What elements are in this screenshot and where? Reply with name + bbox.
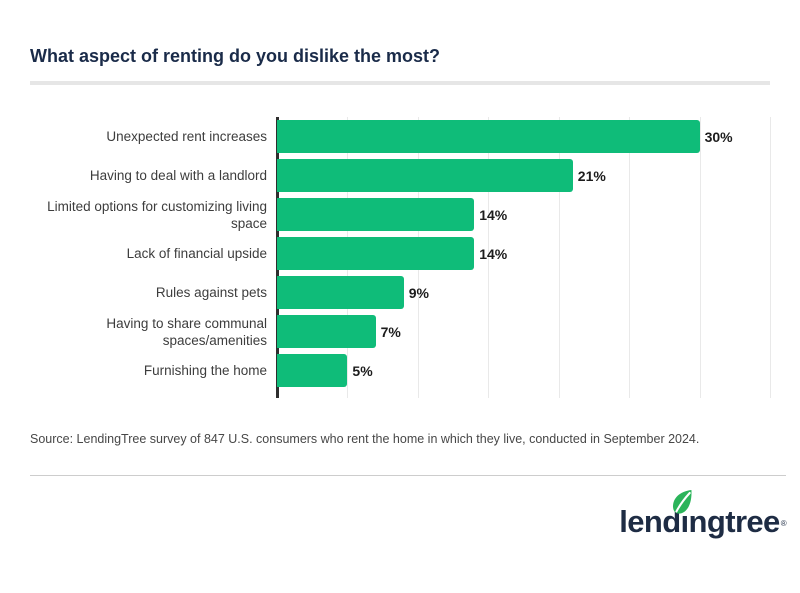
gridline-20pct xyxy=(558,117,560,398)
value-label: 14% xyxy=(479,206,508,223)
gridline-25pct xyxy=(629,117,631,398)
title-divider xyxy=(30,81,770,85)
bar-chart: Unexpected rent increases 30% Having to de… xyxy=(30,117,771,398)
value-label: 21% xyxy=(577,167,606,184)
footer-divider xyxy=(30,475,786,476)
bar-track: 30% xyxy=(277,120,770,153)
logo-wordmark: lend ı ngtree ® xyxy=(619,506,786,540)
category-label: Rules against pets xyxy=(155,285,267,300)
category-label: Having to deal with a landlord xyxy=(89,168,267,183)
bar xyxy=(277,315,376,348)
chart-row: Lack of financial upside 14% xyxy=(30,234,770,273)
source-note: Source: LendingTree survey of 847 U.S. c… xyxy=(30,432,700,446)
chart-row: Unexpected rent increases 30% xyxy=(30,117,770,156)
category-label: Furnishing the home xyxy=(143,363,267,378)
bar-track: 5% xyxy=(277,354,770,387)
bar xyxy=(277,354,348,387)
logo-reg-mark: ® xyxy=(780,519,787,528)
value-label: 30% xyxy=(704,128,733,145)
chart-row: Having to deal with a landlord 21% xyxy=(30,156,770,195)
bar-track: 7% xyxy=(277,315,770,348)
category-label: Lack of financial upside xyxy=(126,246,267,261)
gridline-35pct xyxy=(770,117,771,398)
chart-row: Furnishing the home 5% xyxy=(30,351,770,390)
chart-row: Rules against pets 9% xyxy=(30,273,770,312)
logo-text-part2: ngtree xyxy=(688,504,781,539)
bar xyxy=(277,198,475,231)
chart-row: Limited options for customizing living s… xyxy=(30,195,770,234)
logo-text-i: ı xyxy=(680,504,690,539)
value-label: 7% xyxy=(380,323,401,340)
leaf-icon xyxy=(670,489,694,520)
bar xyxy=(277,276,404,309)
logo-text-part1: lend xyxy=(619,504,681,539)
value-label: 5% xyxy=(352,362,373,379)
value-label: 14% xyxy=(479,245,508,262)
bar-track: 21% xyxy=(277,159,770,192)
bar xyxy=(277,159,573,192)
bar xyxy=(277,120,700,153)
category-label: Having to share communal spaces/amenitie… xyxy=(106,315,267,348)
page-title: What aspect of renting do you dislike th… xyxy=(30,46,441,66)
bar-track: 14% xyxy=(277,198,770,231)
chart-row: Having to share communal spaces/amenitie… xyxy=(30,312,770,351)
bar xyxy=(277,237,475,270)
chart-rows: Unexpected rent increases 30% Having to de… xyxy=(30,117,770,390)
gridline-15pct xyxy=(488,117,490,398)
infographic-card: What aspect of renting do you dislike th… xyxy=(0,44,800,540)
footer: lend ı ngtree ® xyxy=(30,490,787,540)
value-label: 9% xyxy=(408,284,429,301)
gridline-30pct xyxy=(699,117,701,398)
bar-track: 9% xyxy=(277,276,770,309)
category-label: Limited options for customizing living s… xyxy=(47,198,267,231)
category-label: Unexpected rent increases xyxy=(106,129,267,144)
bar-track: 14% xyxy=(277,237,770,270)
lendingtree-logo: lend ı ngtree ® xyxy=(619,490,787,540)
